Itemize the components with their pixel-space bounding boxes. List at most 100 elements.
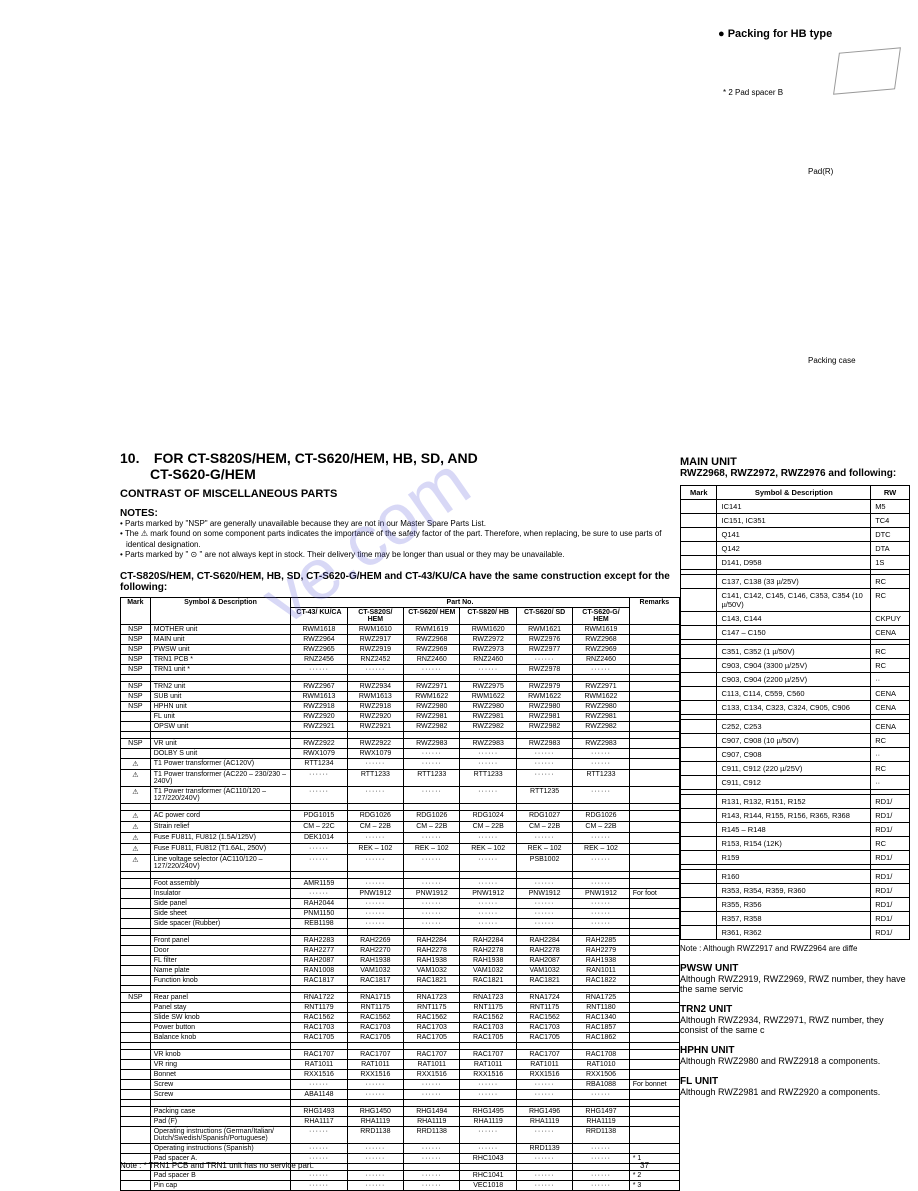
table-cell: Pad (F) — [150, 1116, 291, 1126]
table-cell: RAH2285 — [573, 935, 629, 945]
table-cell — [629, 1106, 679, 1116]
table-row: Screw······························RBA10… — [121, 1079, 680, 1089]
table-cell: RHC1043 — [460, 1153, 516, 1163]
table-row: R159RD1/ — [681, 851, 910, 865]
table-cell: RAN1008 — [291, 965, 347, 975]
table-cell: Q141 — [717, 528, 871, 542]
table-cell: R145 – R148 — [717, 823, 871, 837]
table-cell: ······ — [404, 854, 460, 871]
table-row: R160RD1/ — [681, 870, 910, 884]
packing-sketch — [833, 47, 901, 94]
table-cell: ······ — [291, 843, 347, 854]
rth-mark: Mark — [681, 486, 717, 500]
table-cell: RWZ2981 — [516, 711, 572, 721]
table-cell: VAM1032 — [404, 965, 460, 975]
table-cell: ······ — [347, 1170, 403, 1180]
table-cell: ⚠ — [121, 854, 151, 871]
table-cell: RHG1493 — [291, 1106, 347, 1116]
table-cell: ······ — [347, 1153, 403, 1163]
table-cell: ······ — [573, 786, 629, 803]
table-cell: RXX1516 — [347, 1069, 403, 1079]
table-cell: D141, D958 — [717, 556, 871, 570]
table-cell: TRN1 PCB * — [150, 654, 291, 664]
table-cell: DTC — [871, 528, 910, 542]
table-cell — [629, 992, 679, 1002]
note-item: • Parts marked by "NSP" are generally un… — [120, 519, 680, 529]
table-cell: RTT1235 — [516, 786, 572, 803]
table-cell: RNT1175 — [347, 1002, 403, 1012]
table-cell: CENA — [871, 701, 910, 715]
table-cell: RAC1703 — [460, 1022, 516, 1032]
table-cell: ······ — [404, 1143, 460, 1153]
unit-header: HPHN UNIT — [680, 1045, 910, 1056]
table-cell: RHG1494 — [404, 1106, 460, 1116]
table-row: R357, R358RD1/ — [681, 912, 910, 926]
table-row: Pad spacer B··················RHC1041···… — [121, 1170, 680, 1180]
table-cell: ······ — [291, 786, 347, 803]
table-cell: RAT1011 — [516, 1059, 572, 1069]
table-cell: RNT1175 — [516, 1002, 572, 1012]
table-cell: RAC1705 — [404, 1032, 460, 1042]
table-cell: NSP — [121, 691, 151, 701]
table-row: NSPSUB unitRWM1613RWM1613RWM1622RWM1622R… — [121, 691, 680, 701]
table-cell — [121, 1089, 151, 1099]
table-cell: 1S — [871, 556, 910, 570]
table-cell: OPSW unit — [150, 721, 291, 731]
table-cell: ······ — [573, 854, 629, 871]
table-cell: PWSW unit — [150, 644, 291, 654]
table-row: NSPVR unitRWZ2922RWZ2922RWZ2983RWZ2983RW… — [121, 738, 680, 748]
table-cell — [121, 721, 151, 731]
table-cell: HPHN unit — [150, 701, 291, 711]
table-cell: RXX1516 — [291, 1069, 347, 1079]
table-cell: PDG1015 — [291, 810, 347, 821]
table-row: FL filterRAH2087RAH1938RAH1938RAH1938RAH… — [121, 955, 680, 965]
table-row: Operating instructions (Spanish) ······ ··… — [121, 1143, 680, 1153]
table-cell: VAM1032 — [516, 965, 572, 975]
table-row: VR ringRAT1011RAT1011RAT1011RAT1011RAT10… — [121, 1059, 680, 1069]
table-cell: ······ — [347, 1180, 403, 1190]
table-cell: RAH2277 — [291, 945, 347, 955]
table-cell: IC141 — [717, 500, 871, 514]
table-cell: RAH2044 — [291, 898, 347, 908]
table-cell: DOLBY S unit — [150, 748, 291, 758]
table-cell — [121, 1022, 151, 1032]
table-cell: RHA1119 — [404, 1116, 460, 1126]
table-cell: RWZ2982 — [516, 721, 572, 731]
table-cell: C137, C138 (33 µ/25V) — [717, 575, 871, 589]
table-cell — [681, 589, 717, 612]
table-row: R153, R154 (12K)RC — [681, 837, 910, 851]
table-cell: ······ — [347, 908, 403, 918]
table-cell: R143, R144, R155, R156, R365, R368 — [717, 809, 871, 823]
table-cell: ⚠ — [121, 786, 151, 803]
table-cell — [121, 748, 151, 758]
table-cell: RWZ2917 — [347, 634, 403, 644]
table-cell — [629, 1069, 679, 1079]
table-cell: ······ — [516, 758, 572, 769]
table-cell: For bonnet — [629, 1079, 679, 1089]
table-cell: Screw — [150, 1079, 291, 1089]
table-cell — [121, 1079, 151, 1089]
table-row: Q142DTA — [681, 542, 910, 556]
table-cell — [629, 975, 679, 985]
table-cell: MOTHER unit — [150, 624, 291, 634]
table-cell: C351, C352 (1 µ/50V) — [717, 645, 871, 659]
table-cell: RAH1938 — [347, 955, 403, 965]
table-cell: RAC1707 — [347, 1049, 403, 1059]
table-cell: RAH2279 — [573, 945, 629, 955]
table-cell: CM – 22B — [573, 821, 629, 832]
table-cell: RNT1179 — [291, 1002, 347, 1012]
table-cell: ······ — [573, 1143, 629, 1153]
table-cell — [629, 843, 679, 854]
table-cell: NSP — [121, 634, 151, 644]
section-title-line1: FOR CT-S820S/HEM, CT-S620/HEM, HB, SD, A… — [154, 450, 478, 466]
table-row: ScrewABA1148····························… — [121, 1089, 680, 1099]
table-cell: REK – 102 — [404, 843, 460, 854]
table-cell — [121, 1180, 151, 1190]
table-cell: ······ — [516, 1126, 572, 1143]
table-cell: RNA1722 — [291, 992, 347, 1002]
table-cell: R353, R354, R359, R360 — [717, 884, 871, 898]
table-cell: Operating instructions (Spanish) — [150, 1143, 291, 1153]
table-cell: RAC1857 — [573, 1022, 629, 1032]
section-number: 10. — [120, 450, 150, 466]
table-row: DoorRAH2277RAH2270RAH2278RAH2278RAH2278R… — [121, 945, 680, 955]
